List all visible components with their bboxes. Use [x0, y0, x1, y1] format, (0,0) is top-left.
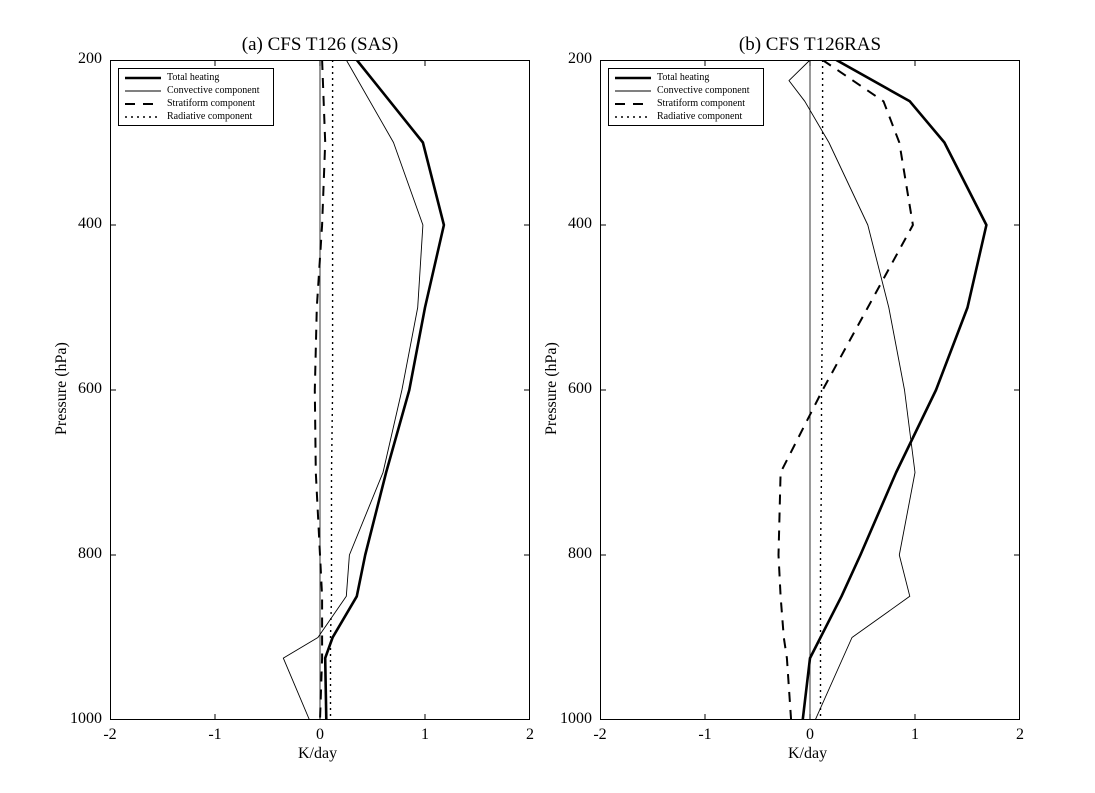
- legend-row: Radiative component: [121, 110, 271, 123]
- panel-b-legend: Total heatingConvective componentStratif…: [608, 68, 764, 126]
- panel-a-plot: [110, 60, 530, 720]
- series-total: [325, 60, 444, 720]
- xtick-label: 0: [790, 726, 830, 744]
- series-radiative: [331, 60, 333, 720]
- ytick-label: 800: [550, 545, 592, 563]
- legend-label: Stratiform component: [657, 97, 745, 110]
- legend-row: Radiative component: [611, 110, 761, 123]
- legend-row: Convective component: [121, 84, 271, 97]
- ytick-label: 200: [60, 50, 102, 68]
- ytick-label: 400: [550, 215, 592, 233]
- legend-label: Total heating: [657, 71, 709, 84]
- series-total: [803, 60, 987, 720]
- xtick-label: -1: [685, 726, 725, 744]
- xtick-label: 1: [895, 726, 935, 744]
- legend-label: Convective component: [167, 84, 259, 97]
- panel-a-title: (a) CFS T126 (SAS): [110, 34, 530, 56]
- ytick-label: 200: [550, 50, 592, 68]
- panel-b-title: (b) CFS T126RAS: [600, 34, 1020, 56]
- xtick-label: 1: [405, 726, 445, 744]
- legend-label: Total heating: [167, 71, 219, 84]
- legend-label: Radiative component: [657, 110, 742, 123]
- series-stratiform: [779, 60, 913, 720]
- series-convective: [283, 60, 423, 720]
- panel-b-plot: [600, 60, 1020, 720]
- panel-a-xlabel: K/day: [298, 745, 337, 763]
- xtick-label: -2: [580, 726, 620, 744]
- panel-b-xlabel: K/day: [788, 745, 827, 763]
- xtick-label: 2: [1000, 726, 1040, 744]
- legend-row: Total heating: [121, 71, 271, 84]
- legend-label: Radiative component: [167, 110, 252, 123]
- series-radiative: [821, 60, 823, 720]
- xtick-label: 0: [300, 726, 340, 744]
- legend-row: Stratiform component: [611, 97, 761, 110]
- ytick-label: 600: [550, 380, 592, 398]
- legend-row: Total heating: [611, 71, 761, 84]
- legend-row: Stratiform component: [121, 97, 271, 110]
- legend-row: Convective component: [611, 84, 761, 97]
- series-convective: [789, 60, 915, 720]
- figure-root: (a) CFS T126 (SAS) (b) CFS T126RAS Press…: [0, 0, 1095, 793]
- legend-label: Convective component: [657, 84, 749, 97]
- ytick-label: 400: [60, 215, 102, 233]
- xtick-label: -2: [90, 726, 130, 744]
- legend-label: Stratiform component: [167, 97, 255, 110]
- ytick-label: 600: [60, 380, 102, 398]
- xtick-label: 2: [510, 726, 550, 744]
- ytick-label: 800: [60, 545, 102, 563]
- panel-a-legend: Total heatingConvective componentStratif…: [118, 68, 274, 126]
- xtick-label: -1: [195, 726, 235, 744]
